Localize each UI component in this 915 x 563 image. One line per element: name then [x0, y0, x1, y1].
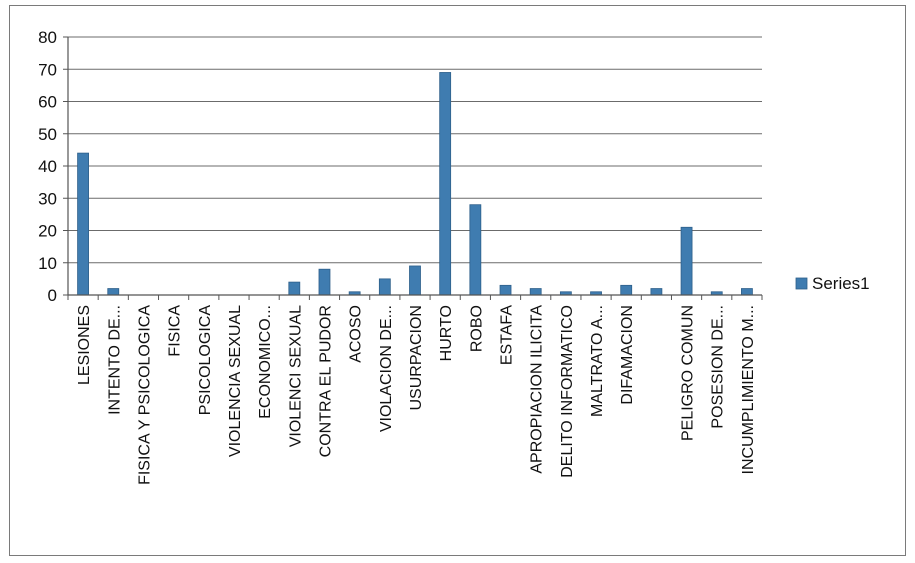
legend: Series1 — [795, 274, 870, 293]
bar — [288, 281, 301, 296]
legend-swatch-series1 — [795, 277, 808, 290]
x-tick-label: POSESION DE... — [710, 305, 727, 429]
x-tick-label: INTENTO DE... — [106, 305, 123, 415]
bar — [650, 288, 663, 296]
y-tick-label: 0 — [48, 286, 57, 305]
y-tick-label: 40 — [38, 157, 57, 176]
y-tick-label: 60 — [38, 93, 57, 112]
bar — [439, 72, 452, 296]
x-tick-label: VIOLENCIA SEXUAL — [227, 305, 244, 457]
bar — [107, 288, 120, 296]
y-tick-label: 20 — [38, 222, 57, 241]
x-tick-label: CONTRA EL PUDOR — [317, 305, 334, 457]
gridlines — [68, 36, 762, 264]
bar — [620, 284, 633, 296]
x-tick-label: VIOLENCI SEXUAL — [287, 305, 304, 447]
x-tick-label: PELIGRO COMUN — [680, 305, 697, 441]
bar — [499, 284, 512, 296]
x-tick-labels: LESIONES INTENTO DE... FISICA Y PSICOLOGIC… — [76, 305, 757, 485]
x-tick-label: APROPIACION ILICITA — [529, 305, 546, 474]
chart-frame: 0 10 20 30 40 50 60 70 80 LESIONES INTENTO DE... F… — [9, 5, 906, 556]
bar — [469, 204, 482, 296]
bar — [680, 226, 693, 296]
x-tick-label: ESTAFA — [499, 305, 516, 365]
x-tick-label: MALTRATO A... — [589, 305, 606, 417]
x-tick-label: FISICA — [167, 305, 184, 357]
x-tick-label: VIOLACION DE... — [378, 305, 395, 432]
bar — [318, 268, 331, 296]
x-tick-label: INCUMPLIMIENTO M... — [740, 305, 757, 475]
bar — [741, 288, 753, 296]
y-tick-label: 10 — [38, 254, 57, 273]
bar — [77, 152, 89, 296]
x-tick-label: ECONOMICO... — [257, 305, 274, 419]
bar — [378, 278, 391, 296]
y-tick-labels: 0 10 20 30 40 50 60 70 80 — [38, 28, 57, 305]
x-tick-label: PSICOLOGICA — [197, 305, 214, 416]
x-tick-label: ROBO — [468, 305, 485, 352]
axes — [63, 36, 763, 300]
bars — [77, 72, 753, 296]
x-tick-label: ACOSO — [348, 305, 365, 363]
bar — [409, 265, 421, 296]
x-tick-label: USURPACION — [408, 305, 425, 411]
x-tick-label: DIFAMACION — [619, 305, 636, 405]
legend-label-series1: Series1 — [812, 274, 870, 293]
x-tick-label: LESIONES — [76, 305, 93, 385]
y-tick-label: 80 — [38, 28, 57, 47]
x-tick-label: HURTO — [438, 305, 455, 361]
y-tick-label: 30 — [38, 189, 57, 208]
bar-chart: 0 10 20 30 40 50 60 70 80 LESIONES INTENTO DE... F… — [38, 28, 870, 485]
x-tick-label: FISICA Y PSICOLOGICA — [136, 305, 153, 485]
y-tick-label: 50 — [38, 125, 57, 144]
y-tick-label: 70 — [38, 60, 57, 79]
bar — [529, 288, 542, 296]
x-tick-label: DELITO INFORMATICO — [559, 305, 576, 478]
